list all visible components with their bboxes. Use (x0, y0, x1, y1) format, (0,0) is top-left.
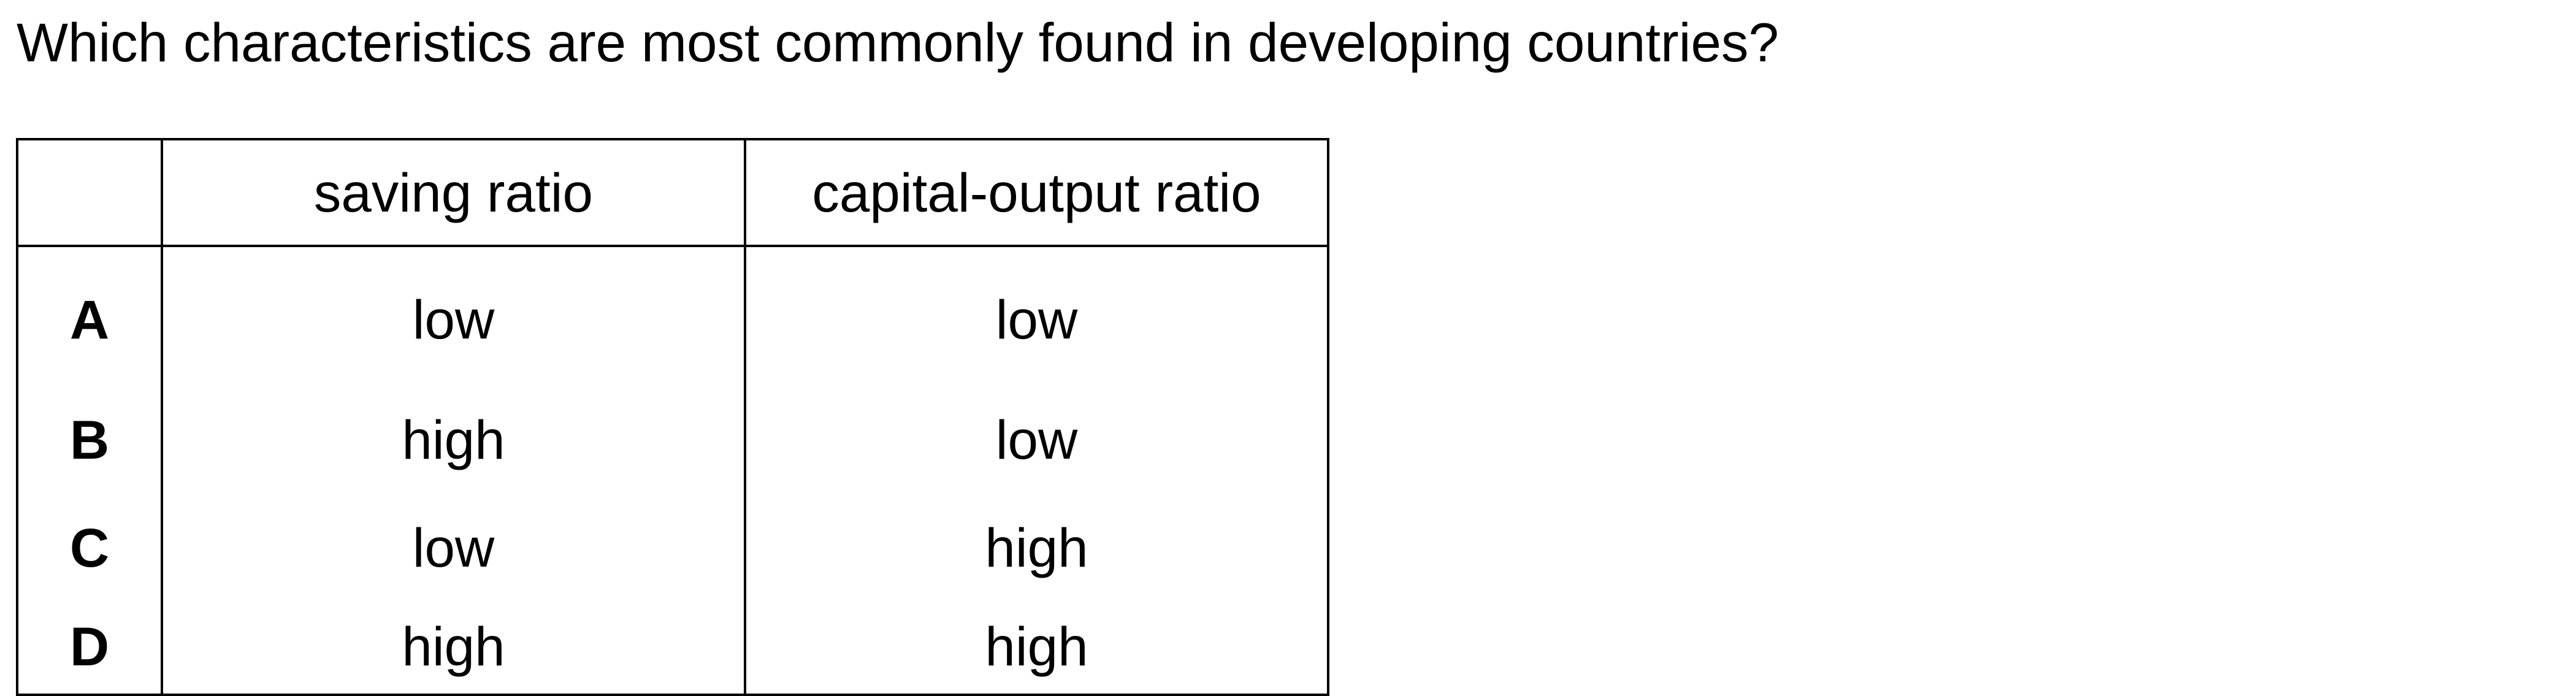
header-saving-ratio: saving ratio (161, 138, 746, 247)
option-letter: C (16, 494, 163, 602)
saving-ratio-cell: high (161, 602, 746, 696)
saving-ratio-cell: low (161, 246, 746, 386)
saving-ratio-cell: high (161, 386, 746, 494)
table-row-d: D high high (16, 602, 1329, 696)
saving-ratio-cell: low (161, 494, 746, 602)
header-option-letter (16, 138, 163, 247)
option-letter: A (16, 246, 163, 386)
table-header-row: saving ratio capital-output ratio (16, 138, 1329, 247)
table-row-a: A low low (16, 246, 1329, 386)
capital-output-ratio-cell: low (744, 386, 1329, 494)
option-letter: D (16, 602, 163, 696)
question-text: Which characteristics are most commonly … (17, 12, 1779, 73)
answer-options-table: saving ratio capital-output ratio A low … (16, 138, 1329, 696)
option-letter: B (16, 386, 163, 494)
table-row-b: B high low (16, 386, 1329, 494)
capital-output-ratio-cell: low (744, 246, 1329, 386)
capital-output-ratio-cell: high (744, 602, 1329, 696)
capital-output-ratio-cell: high (744, 494, 1329, 602)
table-row-c: C low high (16, 494, 1329, 602)
header-capital-output-ratio: capital-output ratio (744, 138, 1329, 247)
